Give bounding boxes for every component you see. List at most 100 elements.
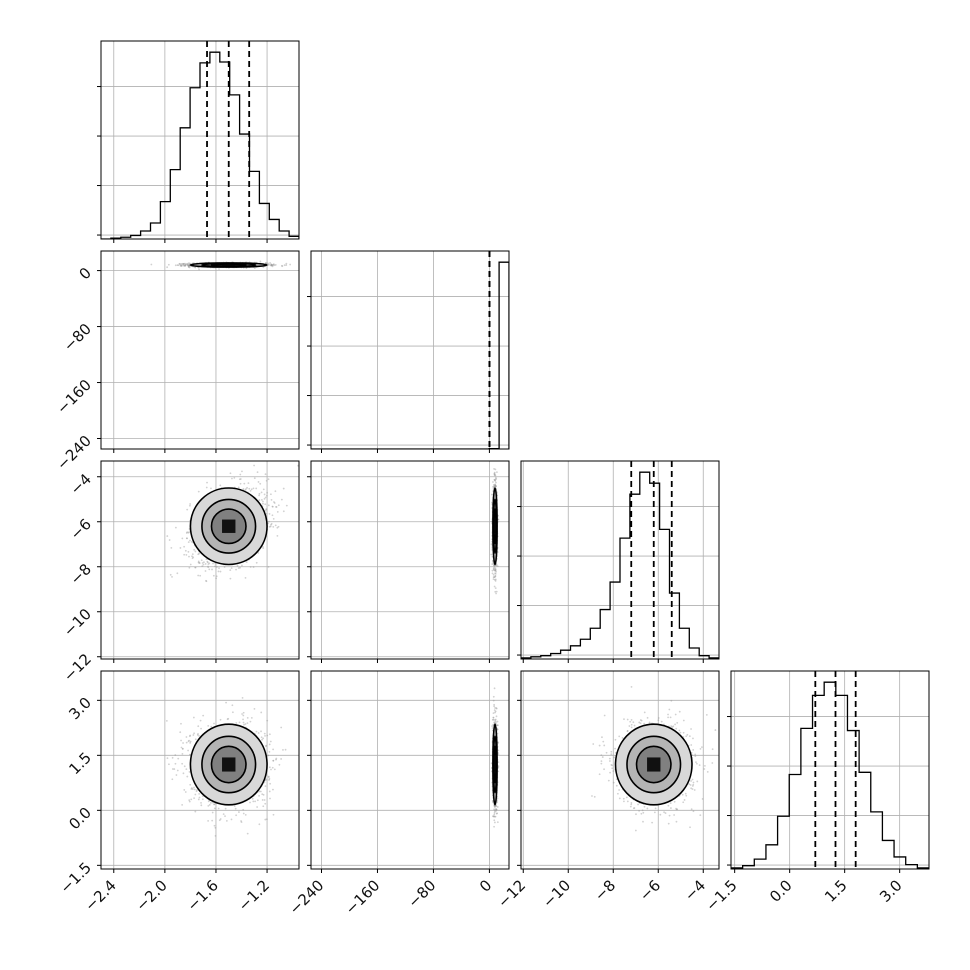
scatter-point (253, 477, 256, 480)
scatter-point (494, 572, 497, 575)
scatter-point (211, 811, 214, 814)
scatter-point (218, 268, 220, 270)
scatter-point (494, 485, 496, 488)
scatter-point (231, 711, 234, 714)
scatter-point (215, 566, 218, 568)
scatter-point (186, 537, 188, 540)
scatter-point (182, 263, 185, 266)
scatter-point (491, 563, 494, 565)
scatter-point (241, 713, 243, 715)
scatter-point (207, 563, 210, 566)
scatter-point (184, 549, 187, 552)
scatter-point (267, 775, 270, 778)
scatter-point (494, 483, 496, 486)
scatter-point (188, 771, 191, 773)
scatter-point (188, 264, 191, 267)
scatter-point (188, 800, 191, 803)
scatter-point (215, 577, 218, 580)
scatter-point (252, 487, 255, 490)
scatter-point (262, 488, 265, 491)
scatter-point (495, 592, 497, 595)
panel-frame (100, 40, 300, 240)
scatter-point (191, 553, 194, 555)
scatter-point (247, 482, 250, 485)
scatter-point (207, 566, 210, 569)
scatter-point (494, 569, 496, 572)
scatter-point (183, 553, 186, 556)
contour-line (201, 498, 257, 554)
panel-frame (100, 460, 300, 660)
scatter-point (282, 487, 285, 490)
scatter-point (263, 493, 266, 496)
density-contours (189, 487, 268, 566)
scatter-point (242, 487, 245, 490)
scatter-point (268, 520, 270, 523)
scatter-point (285, 264, 288, 267)
scatter-point (494, 567, 497, 570)
scatter-point (186, 263, 189, 266)
panel-frame (100, 250, 300, 450)
scatter-point (191, 555, 193, 558)
scatter-point (200, 804, 203, 807)
scatter-point (494, 578, 497, 581)
scatter-point (273, 501, 275, 503)
scatter-point (271, 766, 274, 769)
panel-frame (310, 460, 510, 660)
scatter-point (184, 264, 187, 267)
scatter-point (249, 566, 252, 568)
y-tick-label: −240 (53, 432, 95, 474)
scatter-point (204, 563, 207, 565)
scatter-point (268, 525, 271, 528)
scatter-point (194, 266, 197, 269)
scatter-point (201, 562, 204, 564)
scatter-point (187, 531, 190, 534)
y-tick-label: −160 (53, 376, 95, 418)
scatter-point (494, 572, 496, 575)
scatter-point (193, 548, 196, 551)
scatter-point (268, 512, 271, 515)
scatter-point (264, 785, 267, 788)
scatter-point (266, 734, 269, 737)
scatter-point (223, 566, 226, 568)
scatter-point (241, 470, 243, 473)
scatter-point (184, 264, 187, 266)
scatter-point (171, 768, 174, 770)
scatter-point (494, 587, 497, 589)
scatter-point (190, 798, 193, 801)
scatter-point (229, 577, 232, 580)
scatter-point (183, 264, 185, 267)
scatter-point (493, 576, 496, 579)
scatter-point (235, 568, 237, 571)
scatter-point (236, 564, 239, 567)
scatter-point (199, 574, 202, 577)
scatter-point (206, 561, 209, 564)
scatter-point (492, 576, 495, 578)
scatter-point (274, 524, 277, 527)
scatter-point (493, 467, 495, 470)
scatter-point (198, 735, 200, 737)
scatter-point (243, 482, 246, 485)
scatter-point (194, 566, 197, 569)
scatter-point (490, 493, 493, 496)
scatter-point (492, 481, 494, 483)
scatter-point (262, 502, 264, 505)
scatter-point (179, 263, 181, 265)
scatter-point (206, 560, 209, 563)
scatter-point (197, 490, 200, 493)
scatter-point (181, 262, 184, 265)
scatter-point (170, 547, 173, 549)
scatter-point (178, 262, 181, 265)
panel-2-0: −12−10−8−6−4 (60, 460, 300, 685)
scatter-point (267, 504, 270, 507)
scatter-point (219, 718, 222, 721)
scatter-point (197, 574, 200, 577)
scatter-point (202, 563, 205, 566)
scatter-point (198, 268, 200, 271)
scatter-point (259, 260, 262, 263)
scatter-point (493, 566, 495, 569)
scatter-point (244, 576, 247, 579)
scatter-point (177, 264, 180, 267)
density-peak (222, 264, 236, 266)
scatter-point (259, 482, 262, 485)
y-tick-label: −8 (67, 560, 95, 588)
